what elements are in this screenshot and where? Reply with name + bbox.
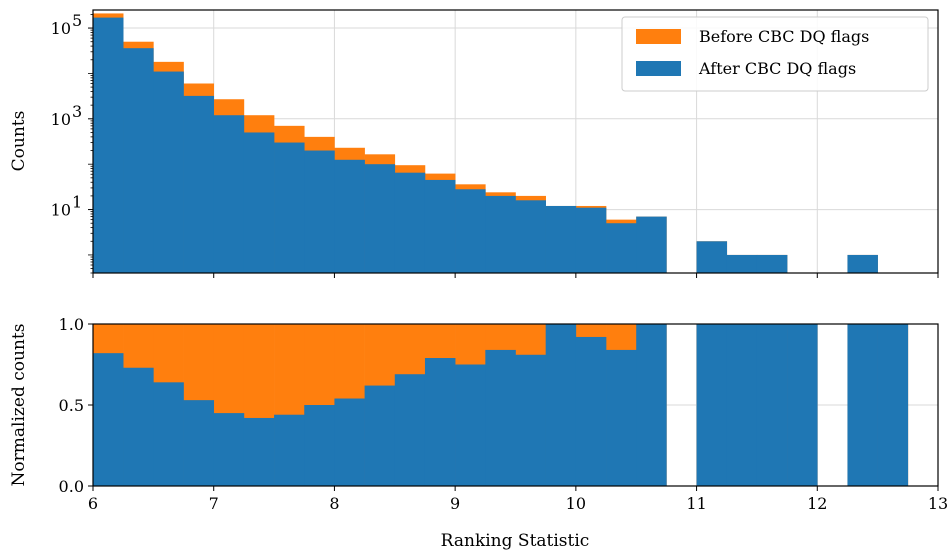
top-bar-after <box>847 254 878 273</box>
legend-label-after: After CBC DQ flags <box>698 59 856 78</box>
legend-swatch-after <box>636 61 681 76</box>
top-bar-after <box>575 207 607 273</box>
bottom-bar-after <box>726 324 758 486</box>
bottom-bar-after <box>274 414 305 486</box>
x-tick-label: 10 <box>566 494 586 513</box>
bottom-bar-after <box>183 400 215 486</box>
bottom-bar-after <box>787 324 818 486</box>
bottom-bar-after <box>364 385 396 486</box>
top-bar-after <box>394 172 426 273</box>
bottom-bar-after <box>93 353 124 486</box>
bottom-ticks: 0.0 0.5 1.0 6 7 8 9 10 11 12 13 <box>59 315 949 513</box>
bottom-bar-after <box>153 382 184 486</box>
x-tick-label: 9 <box>450 494 460 513</box>
top-bar-after <box>515 200 546 273</box>
top-y-tick-exponent: 5 <box>72 11 82 30</box>
x-tick-label: 12 <box>807 494 827 513</box>
x-tick-label: 8 <box>329 494 339 513</box>
bottom-bar-after <box>877 324 909 486</box>
top-bar-after <box>274 142 305 273</box>
top-bar-after <box>93 17 124 273</box>
bottom-bar-after <box>334 398 365 486</box>
bottom-bar-after <box>424 358 456 486</box>
bottom-bar-after <box>756 324 788 486</box>
legend-frame <box>621 16 929 92</box>
bottom-bar-after <box>575 336 607 486</box>
bottom-bar-after <box>394 374 426 486</box>
top-bar-after <box>123 48 154 273</box>
top-bar-after <box>545 205 577 273</box>
bottom-bar-after <box>243 417 275 486</box>
legend-swatch-before <box>636 29 681 44</box>
x-tick-label: 13 <box>928 494 948 513</box>
bottom-y-tick-label: 0.0 <box>59 477 84 496</box>
x-axis-label: Ranking Statistic <box>441 531 590 551</box>
bottom-bar-after <box>485 349 516 486</box>
bottom-bar-after <box>515 354 546 486</box>
x-tick-label: 7 <box>209 494 219 513</box>
bottom-bar-after <box>455 364 486 486</box>
top-y-tick-exponent: 1 <box>72 193 82 212</box>
top-bar-after <box>606 223 637 273</box>
bottom-bar-after <box>696 324 728 486</box>
top-bar-after <box>636 216 667 273</box>
bottom-bar-after <box>545 324 577 486</box>
top-bar-after <box>213 115 245 273</box>
top-bar-after <box>485 195 516 273</box>
bottom-bar-after <box>847 324 878 486</box>
bottom-y-tick-label: 0.5 <box>59 396 84 415</box>
x-tick-label: 11 <box>686 494 706 513</box>
x-tick-label: 6 <box>88 494 98 513</box>
top-bar-after <box>364 164 396 273</box>
top-bar-after <box>183 95 215 273</box>
top-axes-frame <box>92 9 939 274</box>
bottom-axes-frame <box>92 323 939 487</box>
bottom-bar-after <box>304 405 335 486</box>
top-bars <box>93 13 878 273</box>
top-y-axis-label: Counts <box>9 111 29 172</box>
bottom-bars <box>93 324 909 486</box>
top-bar-after <box>243 132 275 273</box>
bottom-y-axis-label: Normalized counts <box>9 324 29 487</box>
top-bar-after <box>696 241 728 273</box>
top-y-tick-label: 10 <box>51 201 71 220</box>
bottom-y-tick-label: 1.0 <box>59 315 84 334</box>
top-bar-after <box>726 254 758 273</box>
bottom-bar-after <box>636 324 667 486</box>
bottom-bar-after <box>606 349 637 486</box>
top-bar-after <box>153 71 184 273</box>
top-bar-after <box>455 189 486 273</box>
top-y-tick-label: 10 <box>51 19 71 38</box>
top-y-tick-label: 10 <box>51 110 71 129</box>
bottom-bar-after <box>123 367 154 486</box>
top-bar-after <box>304 150 335 273</box>
top-bar-after <box>756 254 788 273</box>
legend-label-before: Before CBC DQ flags <box>699 27 869 46</box>
bottom-bar-after <box>213 413 245 486</box>
legend: Before CBC DQ flags After CBC DQ flags <box>621 16 929 92</box>
top-bar-after <box>424 179 456 273</box>
bottom-panel: 0.00.51.06 7 8 9 10 11 12 13 Normalized counts … <box>9 315 948 551</box>
top-y-tick-exponent: 3 <box>72 102 82 121</box>
top-bar-after <box>334 159 365 273</box>
